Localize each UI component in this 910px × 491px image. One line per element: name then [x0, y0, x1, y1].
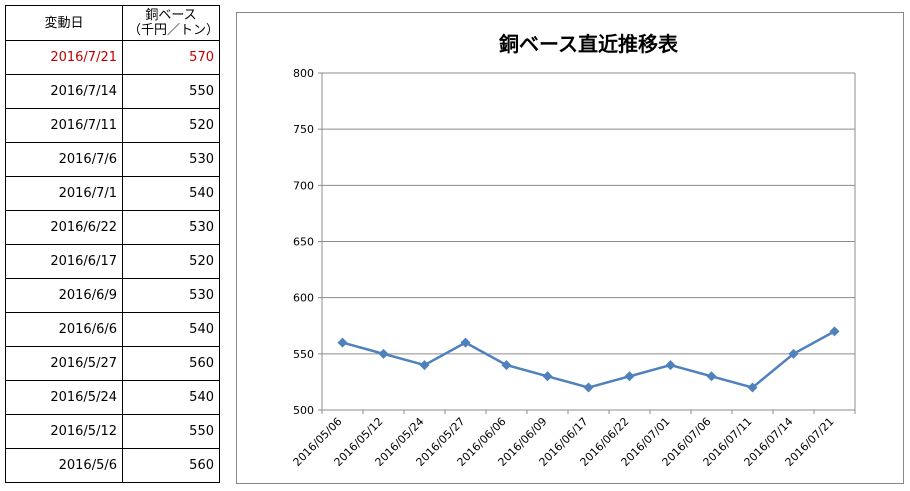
cell-date: 2016/7/6 [5, 142, 123, 177]
price-table: 変動日 銅ベース （千円／トン） 2016/7/21 570 2016/7/14 55… [5, 5, 220, 483]
cell-price: 560 [122, 448, 220, 483]
y-tick-label: 700 [293, 179, 314, 192]
y-tick-label: 600 [293, 292, 314, 305]
table-row: 2016/7/14 550 [5, 74, 220, 109]
table-row: 2016/6/17 520 [5, 244, 220, 279]
table-row: 2016/6/22 530 [5, 210, 220, 245]
cell-price: 560 [122, 346, 220, 381]
table-row: 2016/7/21 570 [5, 40, 220, 75]
table-row: 2016/7/11 520 [5, 108, 220, 143]
y-tick-label: 550 [293, 348, 314, 361]
table-row: 2016/5/27 560 [5, 346, 220, 381]
cell-date: 2016/6/6 [5, 312, 123, 347]
y-tick-label: 650 [293, 236, 314, 249]
chart-title: 銅ベース直近推移表 [499, 32, 679, 56]
cell-date: 2016/6/17 [5, 244, 123, 279]
data-point-marker [788, 348, 799, 359]
data-point-marker [829, 326, 840, 337]
cell-date: 2016/7/14 [5, 74, 123, 109]
column-header-price: 銅ベース （千円／トン） [122, 5, 220, 41]
cell-price: 570 [122, 40, 220, 75]
cell-date: 2016/6/9 [5, 278, 123, 313]
column-header-date: 変動日 [5, 5, 123, 41]
column-header-price-line2: （千円／トン） [128, 23, 220, 38]
table-row: 2016/7/1 540 [5, 176, 220, 211]
data-point-marker [501, 360, 512, 371]
table-row: 2016/5/24 540 [5, 380, 220, 415]
table-row: 2016/6/9 530 [5, 278, 220, 313]
cell-price: 540 [122, 312, 220, 347]
cell-date: 2016/5/24 [5, 380, 123, 415]
cell-date: 2016/7/21 [5, 40, 123, 75]
table-row: 2016/5/6 560 [5, 448, 220, 483]
column-header-price-line1: 銅ベース [145, 8, 197, 23]
cell-price: 530 [122, 210, 220, 245]
cell-date: 2016/5/6 [5, 448, 123, 483]
table-row: 2016/5/12 550 [5, 414, 220, 449]
cell-price: 520 [122, 108, 220, 143]
cell-date: 2016/5/27 [5, 346, 123, 381]
cell-price: 540 [122, 380, 220, 415]
cell-date: 2016/6/22 [5, 210, 123, 245]
cell-date: 2016/7/1 [5, 176, 123, 211]
data-point-marker [460, 337, 471, 348]
table-header-row: 変動日 銅ベース （千円／トン） [5, 5, 220, 41]
line-chart: 銅ベース直近推移表5005506006507007508002016/05/06… [291, 32, 856, 469]
cell-price: 530 [122, 278, 220, 313]
data-point-marker [583, 382, 594, 393]
y-tick-label: 750 [293, 123, 314, 136]
data-point-marker [706, 371, 717, 382]
cell-price: 550 [122, 74, 220, 109]
cell-date: 2016/7/11 [5, 108, 123, 143]
chart-area: 銅ベース直近推移表 500 550 600 650 700 750 800 2016/05/06… [236, 12, 904, 484]
data-point-marker [624, 371, 635, 382]
data-point-marker [378, 348, 389, 359]
cell-date: 2016/5/12 [5, 414, 123, 449]
data-point-marker [542, 371, 553, 382]
data-point-marker [665, 360, 676, 371]
data-point-marker [337, 337, 348, 348]
data-point-marker [419, 360, 430, 371]
y-tick-label: 800 [293, 67, 314, 80]
table-row: 2016/7/6 530 [5, 142, 220, 177]
data-point-marker [747, 382, 758, 393]
cell-price: 520 [122, 244, 220, 279]
table-row: 2016/6/6 540 [5, 312, 220, 347]
cell-price: 530 [122, 142, 220, 177]
cell-price: 550 [122, 414, 220, 449]
y-tick-label: 500 [293, 404, 314, 417]
cell-price: 540 [122, 176, 220, 211]
series-line [342, 330, 836, 389]
